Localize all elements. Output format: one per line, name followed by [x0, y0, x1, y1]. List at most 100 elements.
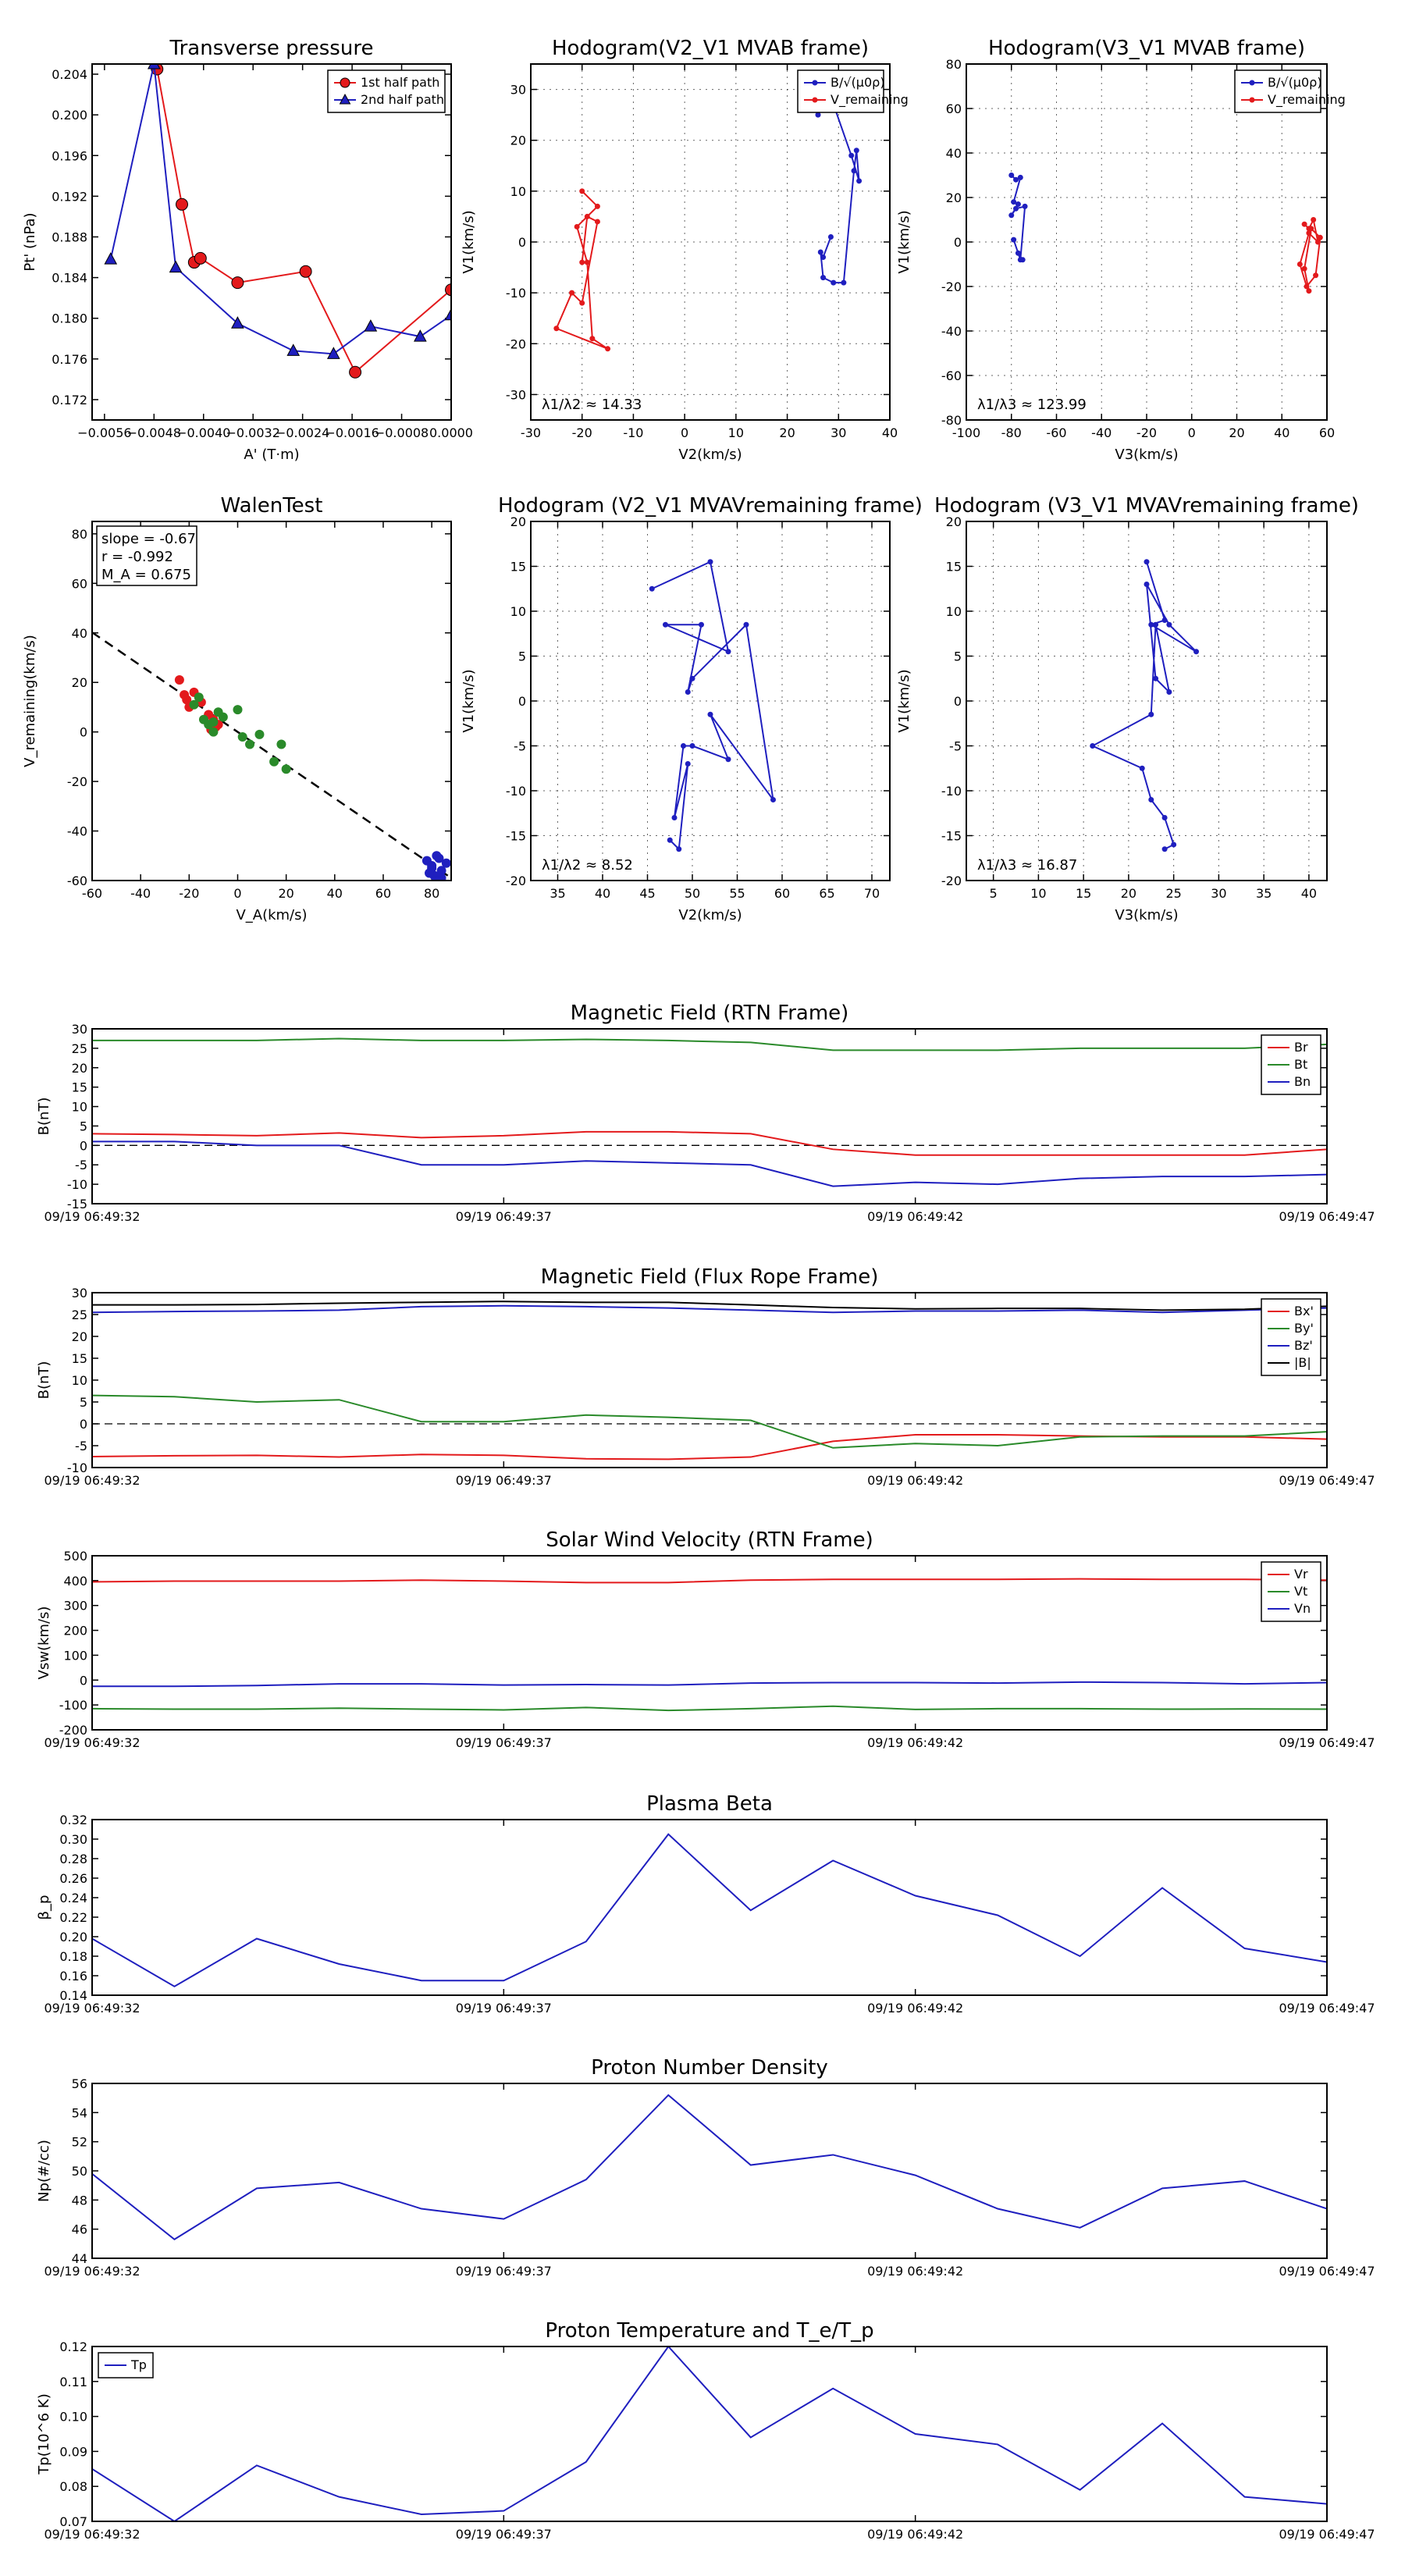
data-point — [1193, 649, 1200, 655]
plot-frame — [91, 1555, 1328, 1731]
series-line-0 — [92, 1434, 1327, 1461]
y-tick-label: -100 — [59, 1698, 87, 1713]
data-point — [1304, 283, 1310, 290]
legend-label: Bt — [1294, 1057, 1307, 1072]
scatter-point — [182, 695, 192, 705]
chart-title: WalenTest — [221, 494, 323, 518]
legend-marker — [1249, 80, 1255, 86]
chart-title: Magnetic Field (RTN Frame) — [571, 1002, 849, 1025]
plot-area — [92, 2347, 1327, 2521]
data-point — [231, 316, 244, 329]
plot-area — [92, 2094, 1327, 2240]
plot-frame — [91, 521, 452, 881]
y-axis-label: B(nT) — [36, 1361, 52, 1400]
y-tick-label: 5 — [80, 1119, 87, 1133]
x-tick-label: −0.0008 — [375, 425, 429, 440]
y-tick-label: 0.172 — [52, 393, 87, 407]
x-tick-label: 09/19 06:49:47 — [1279, 2001, 1375, 2016]
x-axis-label: V3(km/s) — [1115, 447, 1178, 463]
x-axis-label: V2(km/s) — [678, 447, 742, 463]
x-tick-label: 0 — [233, 886, 241, 901]
y-tick-label: 40 — [946, 146, 962, 161]
data-point — [815, 112, 821, 118]
data-point — [848, 152, 855, 158]
y-tick-label: 0.180 — [52, 311, 87, 326]
x-tick-label: -20 — [1136, 425, 1157, 440]
y-tick-label: -10 — [941, 784, 962, 799]
y-tick-label: 0 — [518, 694, 526, 709]
x-tick-label: 50 — [685, 886, 700, 901]
data-point — [1306, 230, 1312, 237]
plot-frame — [91, 1292, 1328, 1468]
legend-label: Vn — [1294, 1601, 1311, 1616]
data-point — [685, 761, 691, 767]
x-tick-label: 10 — [728, 425, 744, 440]
plot-frame — [530, 521, 891, 881]
y-tick-label: 10 — [72, 1100, 87, 1115]
x-tick-label: 09/19 06:49:47 — [1279, 2264, 1375, 2279]
chart-panel-10: Proton Number Density 09/19 06:49:32 09/19… — [36, 2056, 1375, 2279]
x-tick-label: 09/19 06:49:47 — [1279, 2527, 1375, 2542]
data-point — [1153, 675, 1159, 681]
scatter-point — [269, 756, 279, 767]
scatter-point — [174, 675, 184, 685]
y-axis-label: Vsw(km/s) — [36, 1606, 52, 1680]
legend-label: 1st half path — [361, 75, 439, 90]
legend-box — [1234, 69, 1321, 113]
scatter-point — [208, 717, 219, 727]
data-point — [445, 283, 451, 297]
plot-area — [92, 1037, 1327, 1187]
chart-title: Hodogram(V3_V1 MVAB frame) — [988, 37, 1305, 60]
data-point — [194, 251, 207, 265]
y-tick-label: 0 — [80, 725, 87, 740]
data-point — [286, 343, 301, 356]
data-point — [1022, 203, 1028, 209]
data-point — [444, 308, 451, 321]
chart-title: Solar Wind Velocity (RTN Frame) — [546, 1528, 873, 1552]
y-tick-label: 15 — [510, 560, 526, 575]
x-tick-label: 10 — [1030, 886, 1046, 901]
data-point — [1148, 797, 1154, 802]
y-tick-label: -30 — [506, 387, 526, 402]
data-point — [649, 585, 655, 592]
scatter-point — [237, 732, 247, 742]
series-line-2 — [92, 1681, 1327, 1688]
x-tick-label: 20 — [1121, 886, 1136, 901]
plot-area — [553, 87, 863, 352]
data-point — [831, 279, 837, 286]
series-line-1 — [92, 1394, 1327, 1449]
x-axis-label: V2(km/s) — [678, 907, 742, 923]
y-tick-label: 80 — [946, 57, 962, 72]
y-tick-label: -5 — [949, 739, 962, 754]
y-tick-label: 100 — [63, 1648, 87, 1663]
data-point — [851, 168, 857, 174]
y-tick-label: 40 — [72, 626, 87, 641]
y-tick-label: 0.28 — [59, 1852, 87, 1866]
data-point — [1308, 226, 1314, 232]
y-tick-label: 48 — [72, 2193, 87, 2208]
x-tick-label: 30 — [1211, 886, 1226, 901]
x-tick-label: 09/19 06:49:32 — [44, 2527, 140, 2542]
y-tick-label: 0.22 — [59, 1910, 87, 1925]
plot-area — [1008, 173, 1323, 294]
y-axis-label: Np(#/cc) — [36, 2140, 52, 2202]
legend: Tp — [98, 2352, 154, 2379]
y-tick-label: 30 — [72, 1286, 87, 1300]
x-tick-label: 35 — [550, 886, 565, 901]
chart-title: Plasma Beta — [646, 1792, 773, 1816]
y-tick-label: 20 — [510, 133, 526, 148]
data-point — [689, 743, 695, 749]
x-tick-label: -80 — [1001, 425, 1022, 440]
x-tick-label: 09/19 06:49:42 — [867, 2527, 963, 2542]
data-point — [579, 259, 585, 265]
y-tick-label: 0 — [518, 235, 526, 250]
data-point — [707, 559, 713, 565]
data-point — [1148, 711, 1154, 717]
y-tick-label: 0.176 — [52, 352, 87, 367]
y-tick-label: 44 — [72, 2251, 87, 2266]
data-point — [569, 290, 575, 296]
x-tick-label: -60 — [82, 886, 102, 901]
y-tick-label: -20 — [941, 279, 962, 294]
legend: 1st half path 2nd half path — [327, 69, 446, 113]
data-point — [1139, 765, 1145, 771]
